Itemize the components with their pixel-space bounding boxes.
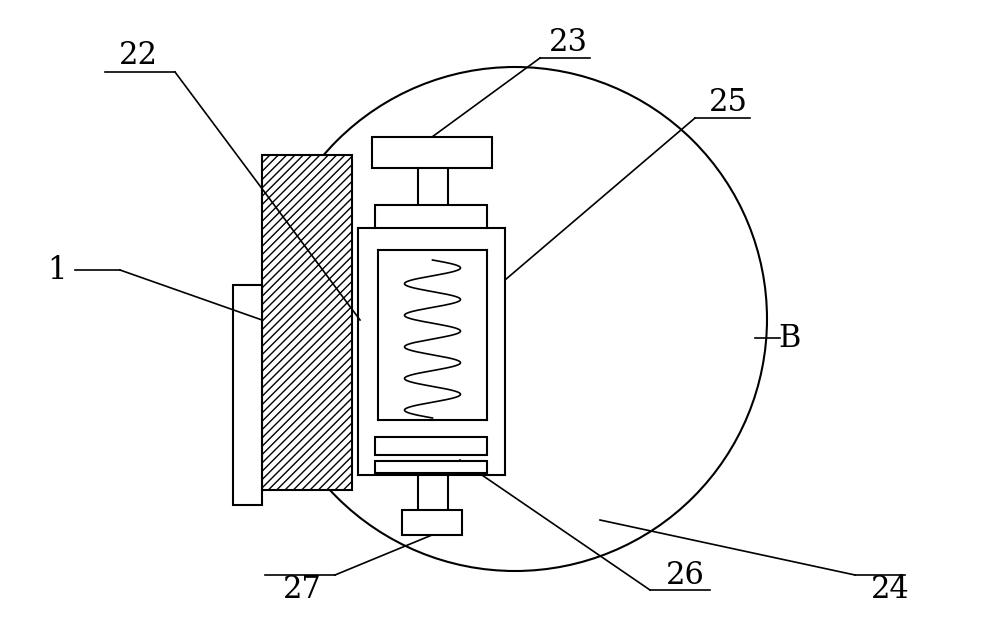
Text: B: B <box>779 323 801 353</box>
Text: 26: 26 <box>666 560 704 590</box>
Bar <box>262 155 352 490</box>
Bar <box>233 285 262 505</box>
Text: 25: 25 <box>708 86 748 118</box>
Circle shape <box>263 67 767 571</box>
Text: 22: 22 <box>119 40 158 70</box>
Bar <box>402 510 462 535</box>
Bar <box>375 461 487 473</box>
Text: 23: 23 <box>548 26 588 58</box>
Text: 24: 24 <box>871 574 909 606</box>
Bar <box>375 205 487 228</box>
Bar <box>372 137 492 168</box>
Text: 1: 1 <box>47 254 67 286</box>
Text: 27: 27 <box>283 574 321 606</box>
Bar <box>375 437 487 455</box>
